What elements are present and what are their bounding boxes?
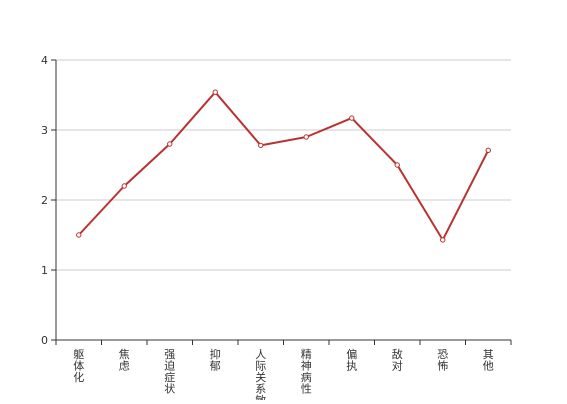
tick-labels: 0 1 2 3 4 躯体化 焦虑 强迫症状 抑郁 人际关系敏感 精神病性 偏执 敌对 恐怖 其他 (41, 54, 494, 404)
y-tick-label: 4 (41, 54, 48, 67)
x-tick-label: 精神病性 (301, 348, 312, 396)
data-point (76, 232, 82, 238)
series-layer (76, 89, 491, 243)
grid-lines (56, 59, 511, 271)
y-tick-label: 0 (41, 334, 48, 347)
x-tick-label: 人际关系敏感 (255, 348, 266, 400)
x-tick-label: 其他 (483, 348, 494, 373)
y-tick-label: 2 (41, 194, 48, 207)
x-tick-label: 偏执 (346, 347, 357, 373)
x-tick-label: 躯体化 (73, 348, 84, 384)
data-point (258, 142, 264, 149)
data-point (349, 115, 355, 121)
data-point (121, 183, 127, 189)
data-point (303, 134, 309, 140)
data-point (394, 162, 400, 168)
data-point (167, 141, 173, 147)
data-point (440, 237, 446, 243)
axes (51, 59, 512, 345)
data-point (212, 89, 218, 95)
x-tick-label: 恐怖 (437, 348, 448, 373)
x-tick-label: 敌对 (392, 347, 403, 373)
series-line (78, 91, 490, 241)
y-tick-label: 1 (41, 264, 48, 277)
x-tick-label: 强迫症状 (164, 348, 175, 396)
data-point (485, 147, 491, 154)
x-tick-label: 抑郁 (210, 347, 221, 373)
x-tick-label: 焦虑 (119, 348, 130, 373)
y-tick-label: 3 (41, 124, 48, 137)
